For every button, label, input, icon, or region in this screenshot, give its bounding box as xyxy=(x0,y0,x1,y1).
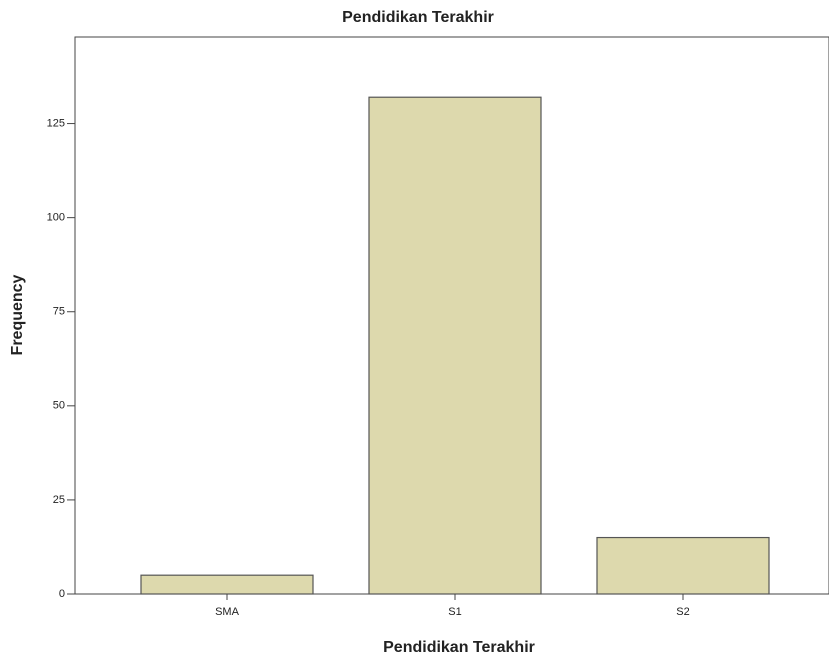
y-tick-label: 100 xyxy=(47,212,65,224)
y-tick-label: 125 xyxy=(47,117,65,129)
bar xyxy=(597,538,769,594)
y-tick-label: 75 xyxy=(53,306,65,318)
x-tick-label: S2 xyxy=(676,606,689,618)
bar xyxy=(369,97,541,594)
x-tick-label: SMA xyxy=(215,606,240,618)
y-tick-label: 25 xyxy=(53,494,65,506)
x-tick-label: S1 xyxy=(448,606,461,618)
chart: Pendidikan Terakhir Pendidikan Terakhir … xyxy=(0,0,829,660)
y-tick-label: 50 xyxy=(53,400,65,412)
chart-title: Pendidikan Terakhir xyxy=(342,9,494,26)
y-tick-label: 0 xyxy=(59,588,65,600)
y-axis-title: Frequency xyxy=(9,274,26,355)
bar xyxy=(141,575,313,594)
x-axis-title: Pendidikan Terakhir xyxy=(383,639,535,656)
